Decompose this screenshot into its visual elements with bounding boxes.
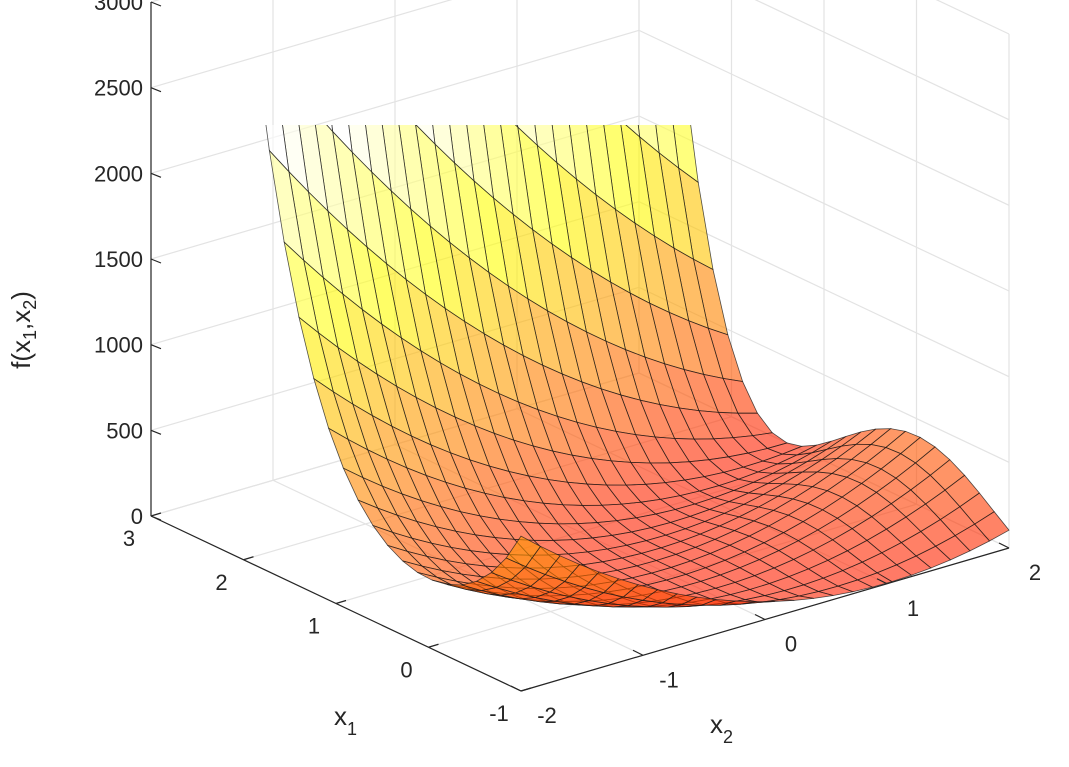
x2-tick-label: -2 <box>537 703 557 728</box>
surface-mesh <box>240 0 1010 608</box>
z-tick <box>150 87 162 93</box>
x2-tick <box>754 613 766 621</box>
x2-tick-label: 1 <box>907 596 919 621</box>
surface-face <box>259 0 293 88</box>
x1-axis-label: x1 <box>334 701 357 739</box>
tick-labels: 0 500 1000 1500 2000 2500 3000 -1 0 1 2 3 -2 -1 0 1 2 <box>94 0 1041 728</box>
x1-tick-label: -1 <box>489 701 509 726</box>
surface-face <box>649 0 683 69</box>
surface-face <box>323 0 357 60</box>
x1-tick <box>335 599 347 605</box>
surface-face <box>342 0 376 82</box>
surface-face <box>630 0 664 51</box>
z-tick <box>150 429 162 435</box>
surface-face <box>566 0 600 102</box>
z-tick <box>150 258 162 264</box>
surface-face <box>284 0 318 13</box>
surface-face <box>444 0 478 88</box>
surface-face <box>508 0 542 43</box>
x2-tick <box>998 542 1010 549</box>
surface-face <box>265 125 290 173</box>
x2-tick <box>510 685 522 692</box>
x2-tick <box>632 649 644 656</box>
x2-tick-label: -1 <box>659 667 679 692</box>
x1-tick-label: 0 <box>400 657 412 682</box>
z-tick <box>150 515 162 521</box>
surface-face <box>586 0 620 120</box>
surface-face <box>303 0 337 37</box>
x1-tick <box>428 643 439 648</box>
x2-tick-label: 0 <box>785 632 797 657</box>
x1-tick-label: 2 <box>215 570 227 595</box>
x1-tick <box>243 556 254 561</box>
z-tick-label: 2000 <box>94 161 143 186</box>
x1-tick <box>150 512 162 517</box>
z-tick-label: 3000 <box>94 0 143 15</box>
surface-face <box>279 0 313 110</box>
surface-face <box>464 0 498 108</box>
x2-axis-label: x2 <box>710 709 733 747</box>
x1-tick <box>520 687 532 692</box>
z-tick-label: 0 <box>131 504 143 529</box>
z-gridline <box>150 0 1010 121</box>
surface-face <box>514 125 519 129</box>
z-tick-label: 500 <box>106 418 143 443</box>
axes-lines <box>150 1 1010 692</box>
z-tick-label: 1500 <box>94 247 143 272</box>
surface-face <box>362 0 396 104</box>
z-tick <box>150 172 162 178</box>
x1-tick-label: 3 <box>123 526 135 551</box>
z-axis-label: f(x1,x2) <box>6 291 40 369</box>
surface-face <box>547 0 581 83</box>
surface-face <box>517 125 538 147</box>
surface-face <box>425 0 459 67</box>
surface-face <box>625 125 641 138</box>
z-gridline <box>150 0 1010 35</box>
surface-face <box>591 0 625 11</box>
surface-face <box>326 125 334 133</box>
surface-face <box>505 535 542 568</box>
surface-face <box>405 0 439 46</box>
x2-tick-label: 2 <box>1029 560 1041 585</box>
x2-tick <box>876 578 888 585</box>
z-tick <box>150 1 162 7</box>
surface-face <box>415 125 436 146</box>
z-tick <box>150 344 162 350</box>
surface-face <box>386 0 420 23</box>
surface-face <box>240 0 274 64</box>
z-tick-label: 1000 <box>94 333 143 358</box>
z-tick-label: 2500 <box>94 76 143 101</box>
x1-tick-label: 1 <box>308 614 320 639</box>
